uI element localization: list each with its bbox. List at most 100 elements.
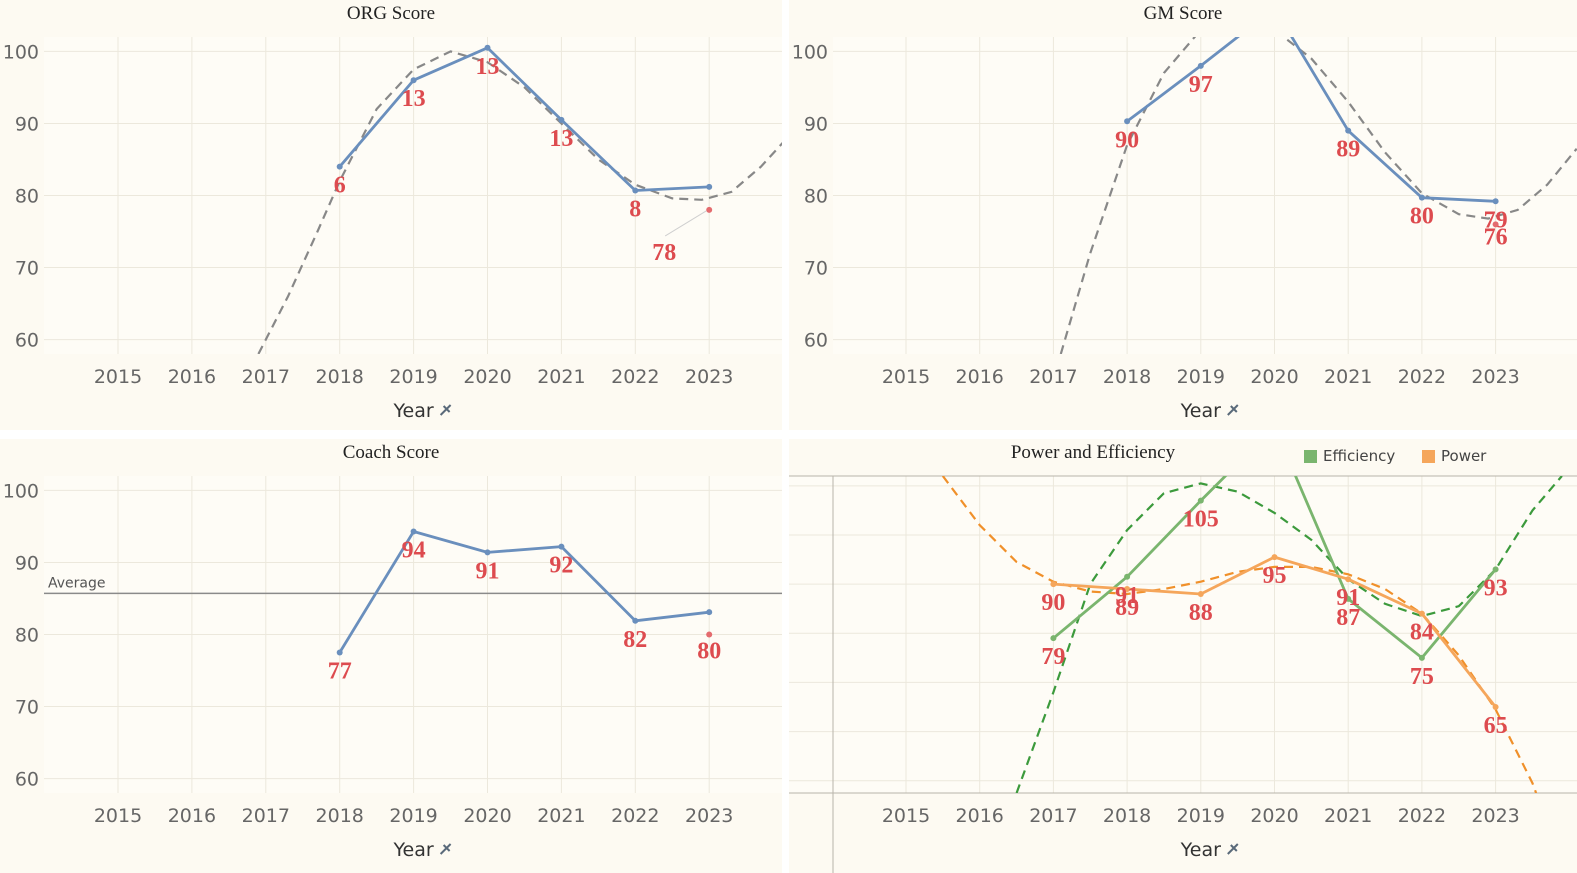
- data-point: [1418, 654, 1425, 661]
- data-label: 91: [1336, 585, 1360, 611]
- x-tick-label: 2022: [611, 366, 659, 388]
- y-tick-label: 100: [3, 41, 39, 63]
- data-point: [632, 617, 639, 624]
- data-point: [1124, 118, 1131, 125]
- plot-marks: [44, 528, 782, 656]
- org-score-chart: 60 70 80 90 100 2015 2016 2017 2018 2019 2020 2021 2…: [3, 37, 782, 422]
- y-tick-label: 60: [15, 769, 39, 791]
- data-point: [1271, 554, 1278, 561]
- data-point: [1345, 127, 1352, 134]
- legend-swatch-power: [1422, 449, 1435, 463]
- data-label: 95: [1263, 563, 1287, 589]
- x-tick-label: 2016: [956, 366, 1004, 388]
- y-tick-label: 90: [15, 113, 39, 135]
- plot-marks: [1059, 5, 1577, 354]
- pin-icon: [1227, 843, 1239, 855]
- x-tick-label: 2016: [168, 805, 216, 827]
- legend-efficiency[interactable]: Efficiency: [1304, 447, 1395, 465]
- data-label: 75: [1410, 664, 1434, 690]
- x-tick-label: 2021: [537, 805, 585, 827]
- legend-power[interactable]: Power: [1422, 447, 1486, 465]
- y-tick-label: 90: [804, 113, 828, 135]
- x-tick-label: 2023: [685, 805, 733, 827]
- x-tick-label: 2020: [463, 805, 511, 827]
- data-label: 13: [402, 86, 426, 112]
- plot-marks: [941, 476, 1563, 793]
- y-tick-label: 80: [15, 625, 39, 647]
- trend-line: [941, 476, 1538, 793]
- extra-data-point: [706, 206, 713, 213]
- data-point: [1492, 703, 1499, 710]
- x-tick-label: 2019: [389, 805, 437, 827]
- series-line: [1126, 37, 1496, 203]
- extra-data-label: 78: [652, 240, 676, 266]
- x-tick-label: 2019: [389, 366, 437, 388]
- series-line: [338, 46, 710, 192]
- data-point: [1197, 62, 1204, 69]
- data-label: 97: [1189, 72, 1213, 98]
- x-tick-label: 2022: [1398, 805, 1446, 827]
- data-label: 87: [1336, 605, 1360, 631]
- org-score-panel: ORG Score 60 70 80 90 100 2015 2016 2017 2018 201…: [0, 0, 782, 430]
- data-label: 93: [1484, 575, 1508, 601]
- y-tick-label: 100: [792, 41, 828, 63]
- extra-data-point: [706, 631, 713, 638]
- y-tick-label: 80: [15, 186, 39, 208]
- trend-line: [1015, 476, 1563, 793]
- data-label: 92: [549, 553, 573, 579]
- x-tick-label: 2016: [168, 366, 216, 388]
- x-axis-title: Year: [1180, 839, 1221, 861]
- y-tick-label: 70: [15, 258, 39, 280]
- power-efficiency-title: Power and Efficiency: [1010, 442, 1176, 463]
- data-label: 88: [1189, 600, 1213, 626]
- series-line: [338, 530, 710, 654]
- x-tick-label: 2019: [1177, 366, 1225, 388]
- data-label: 79: [1041, 644, 1065, 670]
- data-label: 65: [1484, 713, 1508, 739]
- power-efficiency-panel: Power and Efficiency Efficiency Power 50…: [789, 439, 1577, 873]
- data-point: [1197, 590, 1204, 597]
- plot-marks: [257, 44, 782, 354]
- x-tick-label: 2018: [316, 366, 364, 388]
- x-tick-label: 2015: [882, 366, 930, 388]
- data-label: 13: [549, 126, 573, 152]
- trend-line: [257, 50, 782, 354]
- data-point: [1272, 5, 1278, 11]
- data-label: 91: [476, 558, 500, 584]
- gm-score-chart: 60 70 80 90 100 2015 2016 2017 2018 2019 2020 2021 2…: [792, 5, 1577, 422]
- coach-score-panel: Coach Score 60 70 80 90 100 2015 2016 2017 2018 2…: [0, 439, 782, 873]
- data-label: 13: [476, 54, 500, 80]
- data-point: [706, 183, 713, 190]
- y-tick-label: 60: [15, 330, 39, 352]
- x-tick-label: 2023: [685, 366, 733, 388]
- plot-area: [789, 476, 1577, 793]
- x-tick-label: 2017: [1029, 805, 1077, 827]
- power-efficiency-chart: 5060708090100110201520162017201820192020…: [789, 475, 1577, 873]
- gm-score-title: GM Score: [1143, 3, 1223, 24]
- data-label: 84: [1410, 620, 1434, 646]
- data-point: [1050, 581, 1057, 588]
- average-label: Average: [48, 575, 106, 591]
- data-point: [1492, 198, 1499, 205]
- x-tick-label: 2021: [537, 366, 585, 388]
- y-tick-label: 80: [804, 186, 828, 208]
- pin-icon: [439, 404, 452, 416]
- x-tick-label: 2019: [1177, 805, 1225, 827]
- org-score-title: ORG Score: [346, 3, 436, 24]
- x-tick-label: 2017: [242, 805, 290, 827]
- y-tick-label: 100: [3, 480, 39, 502]
- data-point: [484, 44, 491, 51]
- x-tick-label: 2023: [1471, 805, 1519, 827]
- label-leader-line: [664, 210, 707, 237]
- data-point: [484, 549, 491, 556]
- extra-data-point: [1492, 221, 1499, 228]
- x-tick-label: 2021: [1324, 366, 1372, 388]
- legend-label-power: Power: [1441, 447, 1487, 465]
- x-tick-label: 2017: [1029, 366, 1077, 388]
- legend-swatch-efficiency: [1304, 449, 1317, 463]
- y-tick-label: 70: [804, 258, 828, 280]
- x-axis-title: Year: [392, 400, 433, 422]
- y-tick-label: 60: [804, 330, 828, 352]
- data-label: 6: [334, 173, 346, 199]
- data-label: 79: [1484, 207, 1508, 233]
